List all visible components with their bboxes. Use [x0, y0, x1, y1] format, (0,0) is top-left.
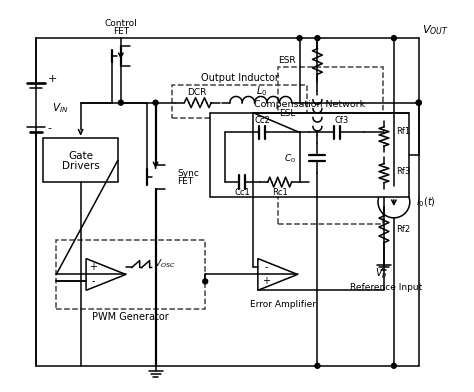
Text: Rf1: Rf1: [396, 127, 410, 136]
Circle shape: [297, 36, 302, 41]
Text: FET: FET: [177, 177, 193, 185]
Text: +: +: [47, 74, 57, 84]
Circle shape: [203, 279, 208, 284]
Circle shape: [378, 186, 410, 218]
Text: Cf3: Cf3: [335, 116, 349, 125]
Bar: [210, 113, 409, 197]
Text: Rf3: Rf3: [396, 167, 410, 176]
Text: Gate: Gate: [68, 151, 93, 161]
Text: DCR: DCR: [188, 88, 207, 97]
Text: -: -: [47, 123, 51, 134]
Text: $V_{IN}$: $V_{IN}$: [52, 101, 69, 114]
Text: Compensation Network: Compensation Network: [254, 100, 365, 109]
Text: Rc1: Rc1: [272, 187, 288, 196]
Text: +: +: [89, 263, 97, 272]
Text: $C_0$: $C_0$: [283, 152, 296, 165]
Text: Reference Input: Reference Input: [350, 283, 422, 292]
Bar: [278, 67, 383, 224]
Circle shape: [153, 100, 158, 105]
Polygon shape: [86, 259, 126, 290]
Text: Cc1: Cc1: [235, 187, 250, 196]
Circle shape: [416, 100, 421, 105]
Polygon shape: [258, 259, 298, 290]
Text: FET: FET: [113, 27, 129, 36]
Text: Sync: Sync: [177, 169, 199, 178]
Text: Control: Control: [104, 19, 137, 28]
Text: $V_{OUT}$: $V_{OUT}$: [422, 23, 448, 37]
Bar: [44, 138, 118, 182]
Text: ESL: ESL: [279, 109, 296, 118]
Text: $i_0(t)$: $i_0(t)$: [416, 195, 436, 209]
Text: -: -: [264, 263, 267, 272]
Text: $V_p$: $V_p$: [374, 266, 387, 281]
Circle shape: [315, 363, 320, 368]
Bar: [173, 85, 307, 118]
Text: Rf2: Rf2: [396, 225, 410, 234]
Circle shape: [392, 36, 396, 41]
Text: +: +: [262, 276, 270, 287]
Text: Error Amplifier: Error Amplifier: [250, 300, 316, 309]
Text: ESR: ESR: [278, 56, 296, 65]
Text: $V_{OSC}$: $V_{OSC}$: [154, 257, 175, 270]
Bar: [56, 240, 205, 309]
Text: $L_0$: $L_0$: [256, 84, 267, 98]
Circle shape: [392, 363, 396, 368]
Circle shape: [416, 100, 421, 105]
Circle shape: [118, 100, 123, 105]
Text: PWM Generator: PWM Generator: [92, 312, 169, 322]
Text: Drivers: Drivers: [62, 161, 100, 171]
Text: -: -: [91, 276, 95, 287]
Circle shape: [315, 36, 320, 41]
Text: Cc2: Cc2: [255, 116, 270, 125]
Text: Output Inductor: Output Inductor: [201, 73, 279, 83]
